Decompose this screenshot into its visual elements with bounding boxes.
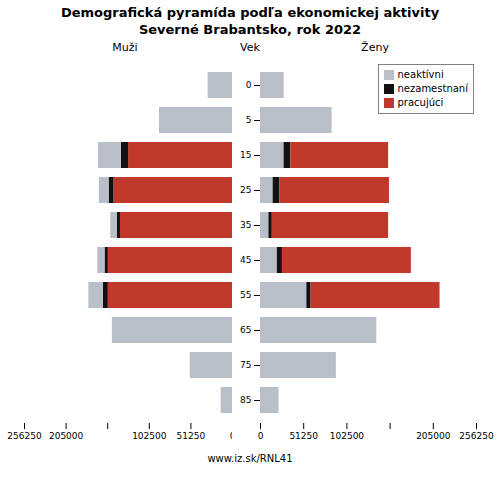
svg-text:35: 35 [240,220,251,230]
svg-text:25: 25 [240,185,251,195]
html-text:Vek: Vek [240,41,260,54]
svg-text:5: 5 [246,115,252,125]
svg-text:51250: 51250 [289,431,318,441]
svg-text:256250: 256250 [459,431,494,441]
html-text:nezamestnaní: nezamestnaní [397,83,468,94]
svg-text:55: 55 [240,290,251,300]
html-text:Muži: Muži [112,41,138,54]
html-text:Severné Brabantsko, rok 2022: Severné Brabantsko, rok 2022 [138,22,362,37]
svg-text:205000: 205000 [416,431,451,441]
svg-text:205000: 205000 [49,431,84,441]
svg-text:75: 75 [240,360,251,370]
svg-text:45: 45 [240,255,251,265]
svg-text:0: 0 [258,431,264,441]
html-text:www.iz.sk/RNL41: www.iz.sk/RNL41 [207,453,293,464]
svg-text:0: 0 [246,80,252,90]
svg-text:102500: 102500 [132,431,167,441]
svg-text:102500: 102500 [330,431,365,441]
html-text:Ženy: Ženy [361,41,389,54]
html-text:Demografická pyramída podľa ek: Demografická pyramída podľa ekonomickej … [60,5,440,20]
svg-text:85: 85 [240,395,251,405]
html-text:neaktívni: neaktívni [397,69,444,80]
html-text:pracujúci: pracujúci [397,97,444,108]
svg-text:65: 65 [240,325,251,335]
svg-text:15: 15 [240,150,251,160]
svg-text:51250: 51250 [177,431,206,441]
svg-text:256250: 256250 [7,431,42,441]
